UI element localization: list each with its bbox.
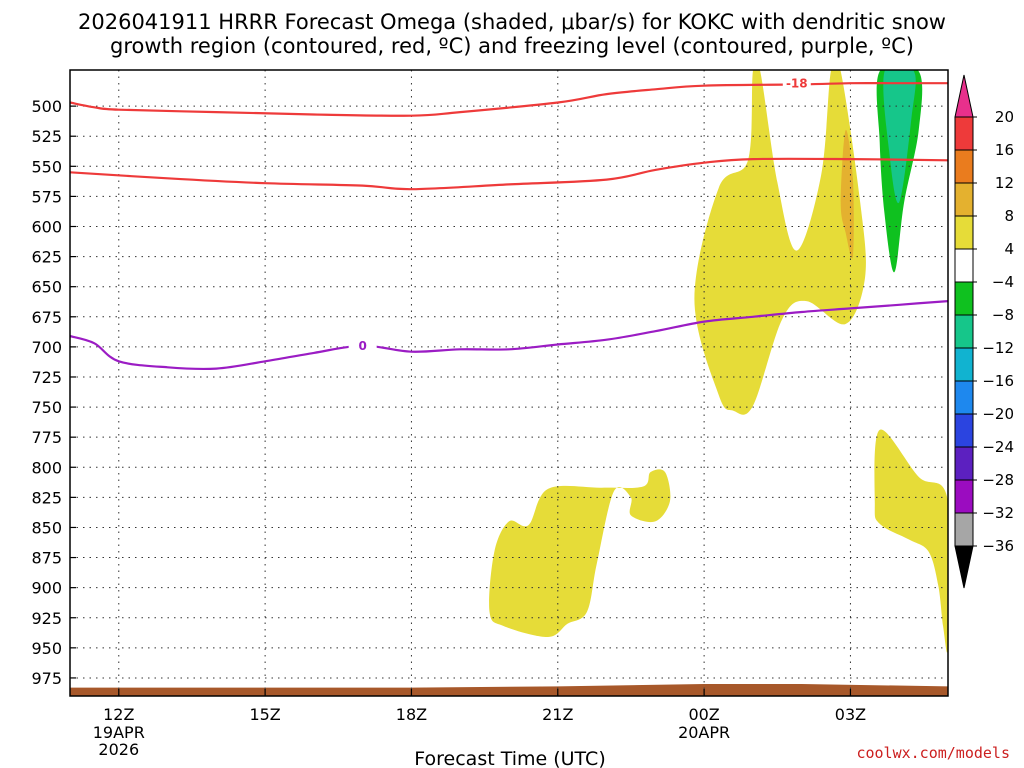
omega-region-3 bbox=[883, 70, 916, 203]
y-tick-label: 925 bbox=[31, 609, 62, 628]
y-tick-label: 650 bbox=[31, 278, 62, 297]
colorbar-label: −12 bbox=[982, 339, 1014, 357]
colorbar-swatch bbox=[954, 182, 974, 217]
y-tick-label: 700 bbox=[31, 338, 62, 357]
x-tick-date: 20APR bbox=[678, 723, 730, 742]
y-tick-label: 800 bbox=[31, 458, 62, 477]
x-tick-date: 19APR bbox=[93, 723, 145, 742]
y-tick-label: 500 bbox=[31, 97, 62, 116]
colorbar-swatch bbox=[954, 347, 974, 382]
colorbar-label: 8 bbox=[1004, 207, 1014, 225]
contour-layer: -18 0 bbox=[70, 76, 948, 371]
colorbar-label: −4 bbox=[992, 273, 1014, 291]
x-tick-year: 2026 bbox=[98, 740, 139, 759]
x-tick-label: 18Z bbox=[396, 705, 427, 724]
colorbar-swatch bbox=[954, 248, 974, 283]
colorbar-label: 4 bbox=[1004, 240, 1014, 258]
omega-shading-layer bbox=[70, 70, 948, 696]
contour-line-2 bbox=[70, 300, 948, 371]
omega-region-0 bbox=[694, 70, 866, 415]
y-tick-label: 975 bbox=[31, 669, 62, 688]
y-axis: 500 525 550 575 600 625 650 675 700 725 750 775 800 8… bbox=[31, 97, 76, 688]
plot-frame bbox=[69, 69, 949, 697]
omega-region-4 bbox=[489, 469, 671, 638]
colorbar-label: −16 bbox=[982, 372, 1014, 390]
contour-label-bg bbox=[782, 76, 811, 91]
y-tick-label: 525 bbox=[31, 127, 62, 146]
contour-line-1 bbox=[70, 157, 948, 191]
colorbar-label: −20 bbox=[982, 405, 1014, 423]
x-tick-label: 00Z bbox=[688, 705, 719, 724]
omega-region-5 bbox=[874, 429, 948, 653]
chart-title-line-1: 2026041911 HRRR Forecast Omega (shaded, … bbox=[78, 10, 946, 34]
y-tick-label: 775 bbox=[31, 428, 62, 447]
y-tick-label: 900 bbox=[31, 579, 62, 598]
y-tick-label: 850 bbox=[31, 518, 62, 537]
colorbar-bottom-arrow bbox=[954, 545, 974, 589]
chart-title-line-2: growth region (contoured, red, ºC) and f… bbox=[110, 34, 914, 58]
colorbar-label: 20 bbox=[995, 108, 1014, 126]
y-tick-label: 750 bbox=[31, 398, 62, 417]
y-tick-label: 825 bbox=[31, 488, 62, 507]
colorbar-swatch bbox=[954, 314, 974, 349]
colorbar-label: −28 bbox=[982, 471, 1014, 489]
contour-line-0 bbox=[70, 82, 948, 117]
colorbar-label: −24 bbox=[982, 438, 1014, 456]
y-tick-label: 600 bbox=[31, 218, 62, 237]
colorbar-label: −32 bbox=[982, 504, 1014, 522]
contour-label-0: -18 bbox=[786, 77, 808, 91]
colorbar-label: −36 bbox=[982, 537, 1014, 555]
terrain-fill bbox=[70, 684, 948, 696]
colorbar-swatch bbox=[954, 446, 974, 481]
colorbar-swatch bbox=[954, 479, 974, 514]
y-tick-label: 725 bbox=[31, 368, 62, 387]
y-tick-label: 875 bbox=[31, 549, 62, 568]
x-tick-label: 12Z bbox=[103, 705, 134, 724]
colorbar-top-arrow bbox=[954, 74, 974, 118]
colorbar-swatch bbox=[954, 380, 974, 415]
colorbar-swatch bbox=[954, 413, 974, 448]
colorbar: 20 16 12 8 4 −4 −8 −12 −16 −20 −24 −28 −32 −36 bbox=[954, 74, 1014, 589]
colorbar-label: 12 bbox=[995, 174, 1014, 192]
x-tick-label: 15Z bbox=[249, 705, 280, 724]
y-tick-label: 575 bbox=[31, 187, 62, 206]
colorbar-swatch bbox=[954, 281, 974, 316]
colorbar-swatch bbox=[954, 149, 974, 184]
y-tick-label: 625 bbox=[31, 248, 62, 267]
x-tick-label: 03Z bbox=[835, 705, 866, 724]
y-tick-label: 675 bbox=[31, 308, 62, 327]
colorbar-label: −8 bbox=[992, 306, 1014, 324]
colorbar-swatch bbox=[954, 512, 974, 547]
contour-label-bg bbox=[348, 338, 377, 353]
x-axis-title: Forecast Time (UTC) bbox=[414, 748, 605, 768]
x-tick-label: 21Z bbox=[542, 705, 573, 724]
y-tick-label: 550 bbox=[31, 157, 62, 176]
y-tick-label: 950 bbox=[31, 639, 62, 658]
colorbar-swatch bbox=[954, 116, 974, 151]
colorbar-swatch bbox=[954, 215, 974, 250]
credit-text: coolwx.com/models bbox=[856, 744, 1010, 762]
contour-label-2: 0 bbox=[358, 339, 366, 353]
colorbar-label: 16 bbox=[995, 141, 1014, 159]
